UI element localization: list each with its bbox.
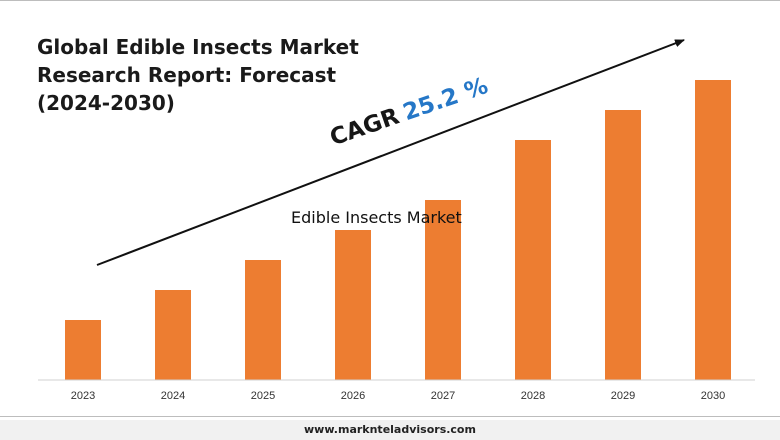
- x-tick-label-2025: 2025: [251, 390, 275, 402]
- title-line-1: Global Edible Insects Market: [37, 35, 359, 59]
- bar-2025: [245, 260, 281, 380]
- x-tick-label-2023: 2023: [71, 390, 95, 402]
- bars-layer: [65, 80, 731, 380]
- title-line-3: (2024-2030): [37, 91, 175, 115]
- bar-2028: [515, 140, 551, 380]
- growth-trend-arrow: [96, 39, 685, 266]
- bar-2029: [605, 110, 641, 380]
- bar-2030: [695, 80, 731, 380]
- x-tick-label-2028: 2028: [521, 390, 545, 402]
- bar-2026: [335, 230, 371, 380]
- bar-2024: [155, 290, 191, 380]
- x-tick-label-2027: 2027: [431, 390, 455, 402]
- series-label: Edible Insects Market: [291, 208, 462, 227]
- bottom-rule: [0, 416, 780, 417]
- bar-2027: [425, 200, 461, 380]
- footer-bar: www.marknteladvisors.com: [0, 420, 780, 440]
- x-tick-label-2029: 2029: [611, 390, 635, 402]
- x-tick-labels: 2023 2024 2025 2026 2027 2028 2029 2030: [71, 390, 725, 402]
- title-line-2: Research Report: Forecast: [37, 63, 337, 87]
- footer-website: www.marknteladvisors.com: [304, 423, 476, 436]
- x-tick-label-2024: 2024: [161, 390, 185, 402]
- x-tick-label-2026: 2026: [341, 390, 365, 402]
- top-rule: [0, 0, 780, 1]
- x-tick-label-2030: 2030: [701, 390, 725, 402]
- bar-2023: [65, 320, 101, 380]
- chart-title: Global Edible Insects Market Research Re…: [37, 33, 359, 117]
